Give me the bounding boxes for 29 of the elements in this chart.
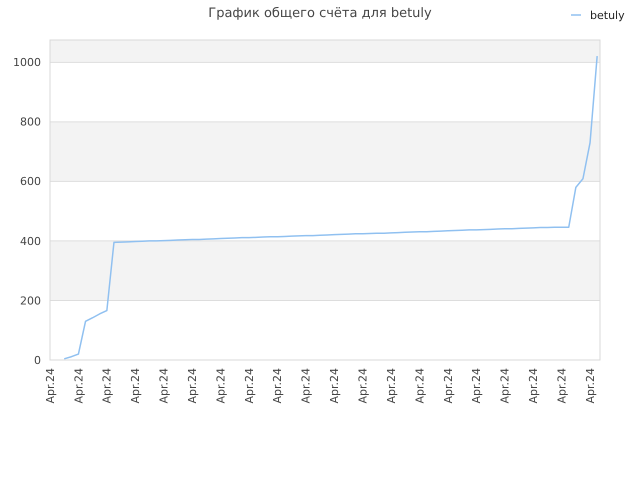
- line-series: [63, 55, 598, 360]
- x-tick-label: Apr.24: [413, 368, 426, 404]
- y-tick-label: 0: [34, 354, 41, 367]
- legend-label: betuly: [590, 8, 626, 22]
- x-tick-label: Apr.24: [356, 368, 370, 404]
- x-tick-label: Apr.24: [242, 368, 256, 404]
- y-tick-label: 800: [20, 116, 41, 129]
- x-tick-label: Apr.24: [100, 368, 114, 404]
- y-tick-label: 200: [20, 294, 41, 308]
- x-tick-label: Apr.24: [384, 368, 398, 404]
- x-tick-label: Apr.24: [555, 368, 568, 404]
- y-tick-label: 600: [20, 175, 41, 188]
- x-tick-label: Apr.24: [186, 368, 199, 404]
- x-tick-label: Apr.24: [214, 368, 228, 404]
- chart-title: График общего счёта для betuly: [208, 6, 432, 21]
- x-tick-label: Apr.24: [527, 368, 540, 404]
- x-tick-label: Apr.24: [328, 368, 342, 404]
- x-tick-label: Apr.24: [498, 368, 512, 404]
- y-tick-label: 1000: [13, 56, 41, 70]
- x-tick-label: Apr.24: [271, 368, 284, 404]
- y-tick-label: 400: [20, 234, 41, 248]
- x-tick-label: Apr.24: [72, 368, 86, 404]
- x-tick-label: Apr.24: [470, 368, 484, 404]
- x-tick-label: Apr.24: [129, 368, 142, 404]
- x-tick-label: Apr.24: [158, 368, 171, 404]
- x-tick-label: Apr.24: [44, 368, 57, 404]
- x-tick-label: Apr.24: [300, 368, 313, 404]
- x-tick-label: Apr.24: [442, 368, 455, 404]
- x-tick-label: Apr.24: [584, 368, 597, 404]
